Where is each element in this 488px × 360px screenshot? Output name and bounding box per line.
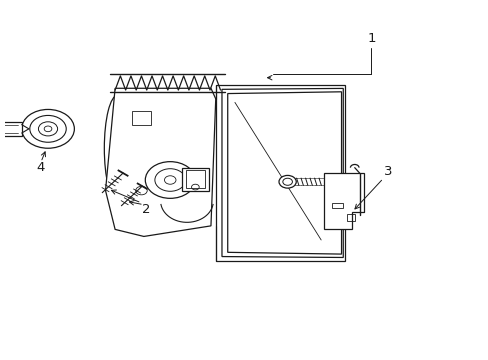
Circle shape [145,162,195,198]
Bar [0,122,21,136]
Bar [331,203,342,208]
Bar [185,171,204,188]
Text: 4: 4 [37,161,45,174]
Circle shape [21,109,74,148]
Bar [346,214,354,221]
Text: 2: 2 [142,203,150,216]
Bar [132,111,151,125]
Polygon shape [323,173,364,229]
Text: 1: 1 [366,32,375,45]
Bar [182,168,208,190]
Text: 3: 3 [383,165,392,178]
Circle shape [279,175,296,188]
Polygon shape [105,88,215,237]
